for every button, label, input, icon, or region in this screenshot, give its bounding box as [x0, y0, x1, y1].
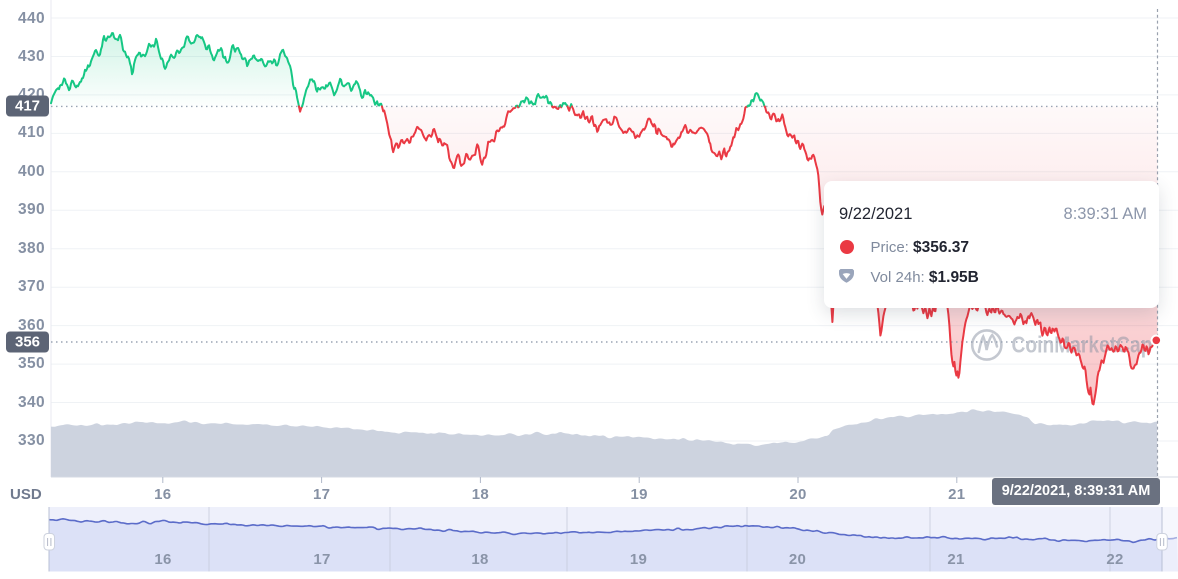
svg-text:CoinMarketCap: CoinMarketCap — [1012, 332, 1153, 358]
